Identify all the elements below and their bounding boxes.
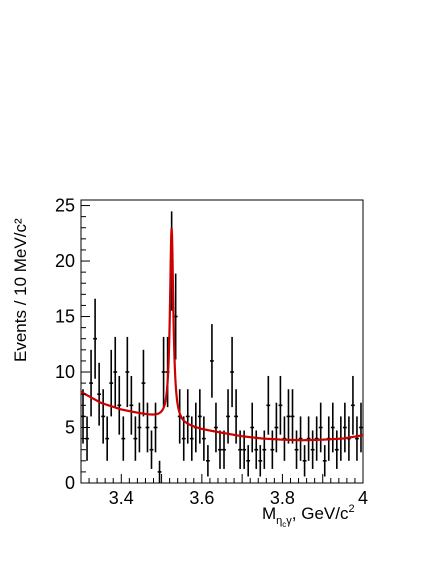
data-point — [185, 389, 190, 444]
y-tick-label: 20 — [55, 251, 75, 271]
data-point — [250, 402, 255, 453]
data-point — [214, 402, 218, 453]
plot-frame — [80, 199, 364, 484]
data-point — [274, 402, 279, 453]
data-point — [294, 430, 299, 469]
data-point — [129, 375, 134, 435]
data-point — [97, 362, 102, 426]
data-point — [359, 402, 363, 453]
data-point — [306, 416, 311, 461]
data-point — [189, 416, 194, 461]
data-point — [210, 324, 214, 398]
data-point — [278, 375, 283, 435]
data-point — [230, 336, 234, 408]
data-point — [206, 445, 210, 477]
data-point — [197, 389, 202, 444]
y-tick-label: 15 — [55, 307, 75, 327]
data-point — [181, 416, 186, 461]
data-point — [355, 416, 359, 461]
data-point — [310, 430, 315, 469]
tick-labels: 3.4 3.6 3.8 4 0 5 10 15 20 25 — [55, 196, 368, 508]
data-point — [298, 416, 303, 461]
data-point — [218, 430, 222, 469]
data-point — [121, 416, 126, 461]
x-tick-label: 3.4 — [109, 488, 134, 508]
data-point — [270, 430, 275, 469]
x-tick-label: 3.8 — [270, 488, 295, 508]
data-point — [314, 416, 319, 461]
data-point — [153, 402, 158, 453]
data-points — [81, 211, 363, 483]
y-axis-title: Events / 10 MeV/c² — [11, 218, 30, 362]
data-point — [226, 389, 230, 444]
data-point — [201, 416, 206, 461]
data-point — [334, 430, 339, 469]
data-point — [141, 349, 146, 417]
data-point — [262, 430, 267, 469]
data-point — [351, 375, 355, 435]
data-point — [342, 402, 347, 453]
x-axis-title-sup: 2 — [348, 503, 354, 515]
y-tick-label: 0 — [65, 473, 75, 493]
data-point — [330, 402, 335, 453]
data-point — [266, 375, 271, 435]
y-tick-label: 25 — [55, 196, 75, 216]
data-point — [302, 445, 307, 477]
data-point — [105, 416, 110, 461]
data-point — [125, 336, 130, 408]
x-tick-label: 3.6 — [189, 488, 214, 508]
x-tick-label: 4 — [358, 488, 368, 508]
x-axis-title-rest: , GeV/c — [292, 504, 349, 523]
data-point — [254, 430, 259, 469]
data-point — [101, 389, 106, 444]
x-axis-title-subsub: c — [282, 520, 286, 529]
data-point — [290, 389, 295, 444]
y-tick-label: 5 — [65, 418, 75, 438]
x-axis-title-sub: η — [276, 515, 282, 527]
y-tick-label: 10 — [55, 362, 75, 382]
data-point — [117, 375, 122, 435]
data-point — [318, 402, 323, 453]
data-point — [133, 416, 138, 461]
x-axis-title: Mηcγ, GeV/c2 — [262, 503, 355, 529]
axis-ticks — [80, 205, 364, 484]
data-point — [286, 389, 291, 444]
data-point — [222, 430, 226, 469]
data-point — [157, 460, 162, 483]
data-point — [149, 430, 154, 469]
data-point — [137, 402, 142, 453]
x-axis-title-main: M — [262, 504, 276, 523]
data-point — [113, 336, 118, 408]
data-point — [246, 445, 251, 477]
data-point — [322, 445, 327, 477]
x-axis-title-sub2: γ — [286, 515, 292, 527]
data-point — [161, 336, 166, 408]
data-point — [89, 349, 93, 417]
fit-curve — [80, 227, 364, 442]
data-point — [258, 445, 263, 477]
data-point — [145, 402, 150, 453]
data-point — [93, 298, 97, 379]
